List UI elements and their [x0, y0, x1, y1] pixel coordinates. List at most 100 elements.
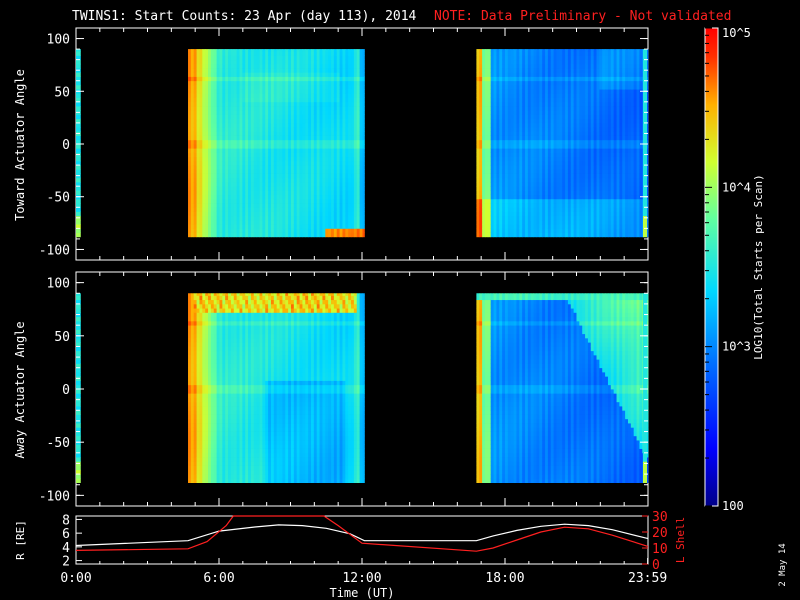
heatmap-cell [276, 127, 280, 132]
heatmap-cell [590, 198, 595, 204]
heatmap-cell [553, 131, 557, 136]
heatmap-cell [296, 63, 300, 69]
heatmap-cell [582, 72, 586, 77]
heatmap-cell [553, 224, 557, 229]
heatmap-cell [205, 55, 209, 61]
heatmap-cell [242, 194, 246, 200]
heatmap-cell [351, 186, 355, 191]
heatmap-cell [210, 59, 215, 65]
heatmap-cell [519, 144, 523, 149]
heatmap-cell [311, 72, 315, 77]
heatmap-cell [290, 198, 295, 204]
heatmap-cell [282, 80, 286, 86]
heatmap-cell [188, 97, 192, 103]
heatmap-cell [276, 72, 280, 77]
heatmap-cell [562, 190, 566, 196]
heatmap-cell [545, 131, 549, 136]
heatmap-cell [202, 144, 206, 149]
heatmap-cell [296, 207, 300, 212]
heatmap-cell [487, 207, 492, 212]
heatmap-cell [313, 169, 318, 174]
heatmap-cell [565, 160, 569, 166]
heatmap-cell [573, 84, 577, 90]
heatmap-cell [296, 51, 300, 56]
heatmap-cell [479, 232, 483, 238]
heatmap-cell [513, 144, 517, 149]
heatmap-cell [305, 198, 309, 204]
heatmap-cell [342, 224, 346, 229]
heatmap-cell [550, 49, 555, 52]
heatmap-cell [322, 131, 326, 136]
heatmap-cell [359, 169, 363, 174]
heatmap-cell [490, 186, 494, 191]
heatmap-cell [208, 186, 212, 191]
heatmap-cell [345, 101, 349, 107]
heatmap-cell [593, 127, 597, 132]
heatmap-cell [353, 160, 358, 166]
heatmap-cell [233, 144, 238, 149]
heatmap-cell [250, 219, 255, 225]
heatmap-cell [236, 114, 240, 120]
heatmap-cell [610, 127, 615, 132]
heatmap-cell [225, 181, 229, 187]
heatmap-cell [525, 114, 529, 120]
heatmap-cell [199, 190, 203, 196]
heatmap-cell [610, 97, 615, 103]
heatmap-cell [527, 152, 532, 158]
heatmap-cell [208, 55, 212, 61]
heatmap-cell [559, 144, 563, 149]
heatmap-cell [536, 186, 540, 191]
heatmap-cell [190, 228, 195, 233]
heatmap-cell [613, 165, 617, 170]
heatmap-cell [359, 228, 363, 233]
heatmap-cell [270, 194, 275, 200]
heatmap-cell [256, 97, 260, 103]
heatmap-cell [316, 97, 320, 103]
heatmap-cell [196, 68, 200, 73]
heatmap-cell [559, 177, 563, 183]
heatmap-cell [527, 68, 532, 73]
heatmap-cell [245, 76, 249, 82]
heatmap-cell [351, 122, 355, 128]
heatmap-cell [579, 110, 583, 115]
heatmap-cell [328, 219, 332, 225]
heatmap-cell [333, 127, 338, 132]
heatmap-cell [562, 76, 566, 82]
heatmap-cell [331, 165, 335, 170]
heatmap-cell [533, 80, 537, 86]
heatmap-cell [562, 177, 566, 183]
heatmap-cell [328, 190, 332, 196]
heatmap-cell [205, 49, 209, 52]
heatmap-cell [248, 59, 252, 65]
heatmap-cell [362, 207, 365, 212]
heatmap-cell [216, 156, 220, 162]
heatmap-cell [199, 144, 203, 149]
heatmap-cell [505, 131, 509, 136]
heatmap-cell [196, 215, 200, 221]
heatmap-cell [236, 207, 240, 212]
heatmap-cell [290, 122, 295, 128]
heatmap-cell [268, 93, 272, 98]
heatmap-cell [479, 84, 483, 90]
heatmap-cell [316, 169, 320, 174]
heatmap-cell [530, 131, 534, 136]
heatmap-cell [545, 165, 549, 170]
heatmap-cell [268, 215, 272, 221]
heatmap-cell [505, 224, 509, 229]
heatmap-cell [479, 219, 483, 225]
heatmap-cell [288, 169, 292, 174]
heatmap-cell [522, 135, 526, 141]
heatmap-cell [216, 194, 220, 200]
heatmap-cell [296, 181, 300, 187]
heatmap-cell [270, 165, 275, 170]
heatmap-cell [353, 194, 358, 200]
heatmap-cell [545, 219, 549, 225]
heatmap-cell [190, 127, 195, 132]
heatmap-cell [253, 63, 258, 69]
heatmap-cell [530, 152, 534, 158]
heatmap-cell [539, 194, 543, 200]
heatmap-cell [516, 156, 520, 162]
heatmap-cell [236, 97, 240, 103]
heatmap-cell [562, 118, 566, 124]
heatmap-cell [530, 215, 534, 221]
